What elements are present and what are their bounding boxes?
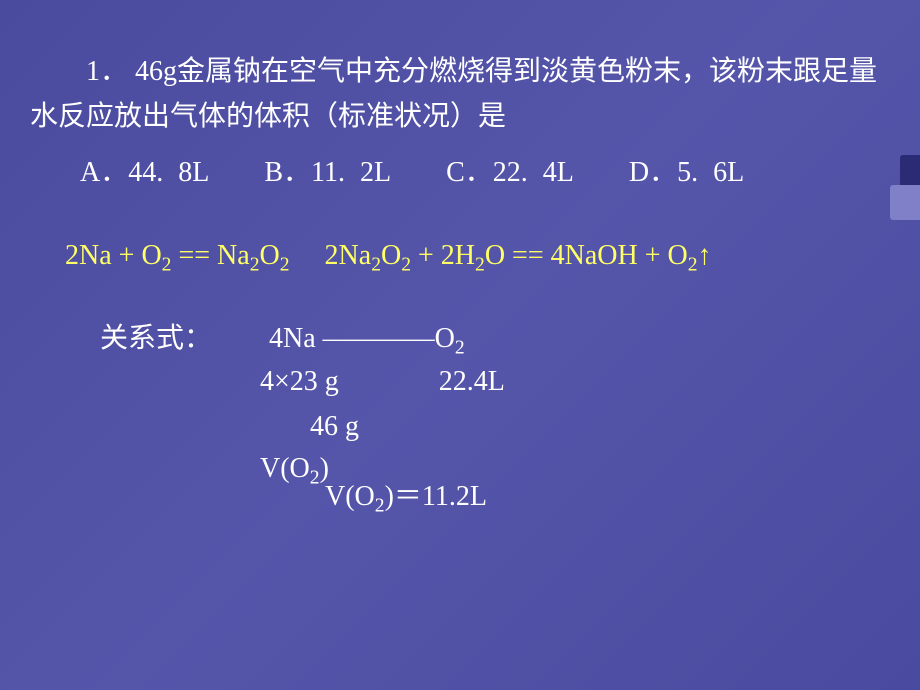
calc-mass-left: 4×23 g <box>260 366 339 397</box>
question-text: 1． 46g金属钠在空气中充分燃烧得到淡黄色粉末，该粉末跟足量水反应放出气体的体… <box>30 50 890 140</box>
relation-label: 关系式： <box>100 323 212 354</box>
options-row: A．44. 8L B．11. 2L C．22. 4L D．5. 6L <box>30 150 890 190</box>
calc-given-mass: 46 g <box>310 411 359 442</box>
accent-bar-light <box>890 185 920 220</box>
corner-decoration <box>885 155 920 225</box>
option-a: A．44. 8L <box>80 157 209 188</box>
relation-row: 关系式： 4Na ————O2 <box>30 316 890 360</box>
calc-row-2: 46 g <box>30 405 890 450</box>
option-b: B．11. 2L <box>264 157 391 188</box>
calc-row-1: 4×23 g 22.4L <box>30 360 890 405</box>
calc-row-3: V(O2) <box>30 449 890 492</box>
equation-1: 2Na + O2 == Na2O2 <box>65 240 290 271</box>
option-d: D．5. 6L <box>629 157 744 188</box>
calc-volume-right: 22.4L <box>439 366 505 397</box>
calc-unknown-volume: V(O2) <box>260 453 329 484</box>
chemical-equations: 2Na + O2 == Na2O2 2Na2O2 + 2H2O == 4NaOH … <box>30 240 890 277</box>
option-c: C．22. 4L <box>446 157 574 188</box>
relation-expression: 4Na ————O2 <box>269 323 465 360</box>
equation-2: 2Na2O2 + 2H2O == 4NaOH + O2↑ <box>325 240 712 271</box>
